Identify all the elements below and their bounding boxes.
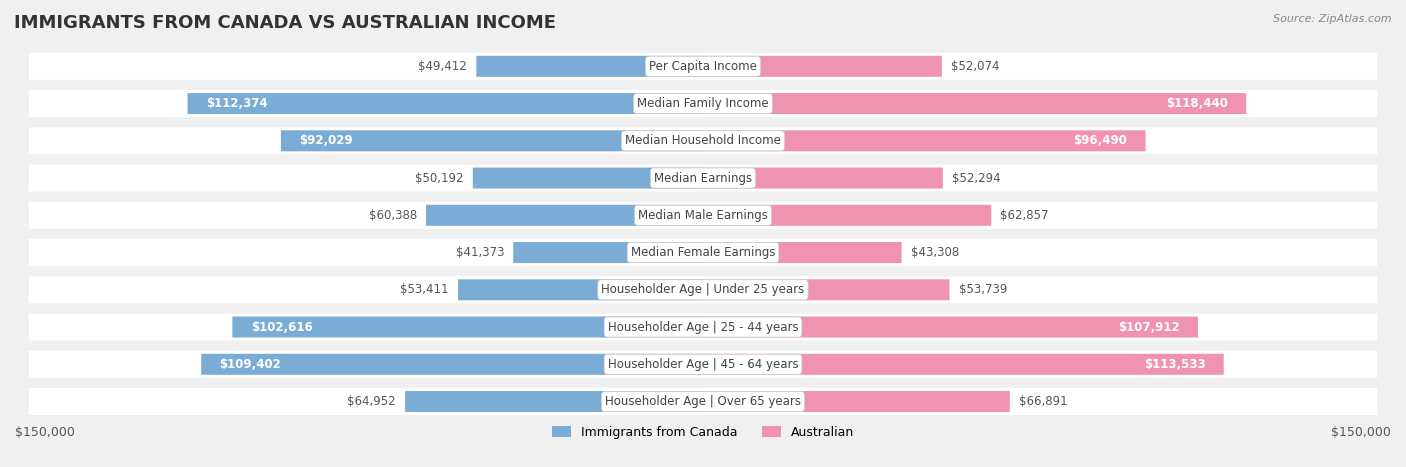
Text: $107,912: $107,912 [1118,320,1180,333]
FancyBboxPatch shape [703,242,901,263]
Text: Source: ZipAtlas.com: Source: ZipAtlas.com [1274,14,1392,24]
Text: $50,192: $50,192 [415,171,464,184]
FancyBboxPatch shape [703,93,1246,114]
Text: $62,857: $62,857 [1001,209,1049,222]
FancyBboxPatch shape [703,354,1223,375]
FancyBboxPatch shape [28,239,1378,266]
Text: Median Female Earnings: Median Female Earnings [631,246,775,259]
FancyBboxPatch shape [28,276,1378,303]
Text: $53,411: $53,411 [401,283,449,296]
Text: $150,000: $150,000 [1331,426,1391,439]
FancyBboxPatch shape [28,313,1378,340]
FancyBboxPatch shape [28,388,1378,415]
FancyBboxPatch shape [703,317,1198,338]
FancyBboxPatch shape [458,279,703,300]
Text: $112,374: $112,374 [205,97,267,110]
Text: $92,029: $92,029 [299,134,353,147]
FancyBboxPatch shape [477,56,703,77]
FancyBboxPatch shape [513,242,703,263]
Text: $109,402: $109,402 [219,358,281,371]
FancyBboxPatch shape [703,56,942,77]
Text: Per Capita Income: Per Capita Income [650,60,756,73]
Text: $52,074: $52,074 [950,60,1000,73]
FancyBboxPatch shape [703,205,991,226]
Text: Householder Age | Under 25 years: Householder Age | Under 25 years [602,283,804,296]
FancyBboxPatch shape [201,354,703,375]
Text: Householder Age | 45 - 64 years: Householder Age | 45 - 64 years [607,358,799,371]
Text: $52,294: $52,294 [952,171,1001,184]
Text: $49,412: $49,412 [419,60,467,73]
FancyBboxPatch shape [187,93,703,114]
Text: $150,000: $150,000 [15,426,75,439]
Text: Median Family Income: Median Family Income [637,97,769,110]
Text: $118,440: $118,440 [1166,97,1227,110]
FancyBboxPatch shape [28,202,1378,229]
Text: $60,388: $60,388 [368,209,416,222]
FancyBboxPatch shape [405,391,703,412]
Text: $53,739: $53,739 [959,283,1007,296]
Text: $113,533: $113,533 [1143,358,1205,371]
Text: Median Household Income: Median Household Income [626,134,780,147]
Text: $41,373: $41,373 [456,246,505,259]
FancyBboxPatch shape [28,90,1378,117]
FancyBboxPatch shape [232,317,703,338]
Text: $102,616: $102,616 [250,320,312,333]
Text: $96,490: $96,490 [1073,134,1128,147]
FancyBboxPatch shape [281,130,703,151]
Text: Median Male Earnings: Median Male Earnings [638,209,768,222]
FancyBboxPatch shape [28,53,1378,80]
FancyBboxPatch shape [472,168,703,189]
Text: $43,308: $43,308 [911,246,959,259]
FancyBboxPatch shape [703,391,1010,412]
FancyBboxPatch shape [28,127,1378,154]
Text: IMMIGRANTS FROM CANADA VS AUSTRALIAN INCOME: IMMIGRANTS FROM CANADA VS AUSTRALIAN INC… [14,14,555,32]
Text: Householder Age | 25 - 44 years: Householder Age | 25 - 44 years [607,320,799,333]
FancyBboxPatch shape [28,164,1378,191]
FancyBboxPatch shape [703,130,1146,151]
FancyBboxPatch shape [426,205,703,226]
Text: Householder Age | Over 65 years: Householder Age | Over 65 years [605,395,801,408]
FancyBboxPatch shape [703,168,943,189]
FancyBboxPatch shape [703,279,949,300]
Text: Median Earnings: Median Earnings [654,171,752,184]
Text: $64,952: $64,952 [347,395,396,408]
Text: $66,891: $66,891 [1019,395,1067,408]
FancyBboxPatch shape [28,351,1378,378]
Legend: Immigrants from Canada, Australian: Immigrants from Canada, Australian [547,421,859,444]
